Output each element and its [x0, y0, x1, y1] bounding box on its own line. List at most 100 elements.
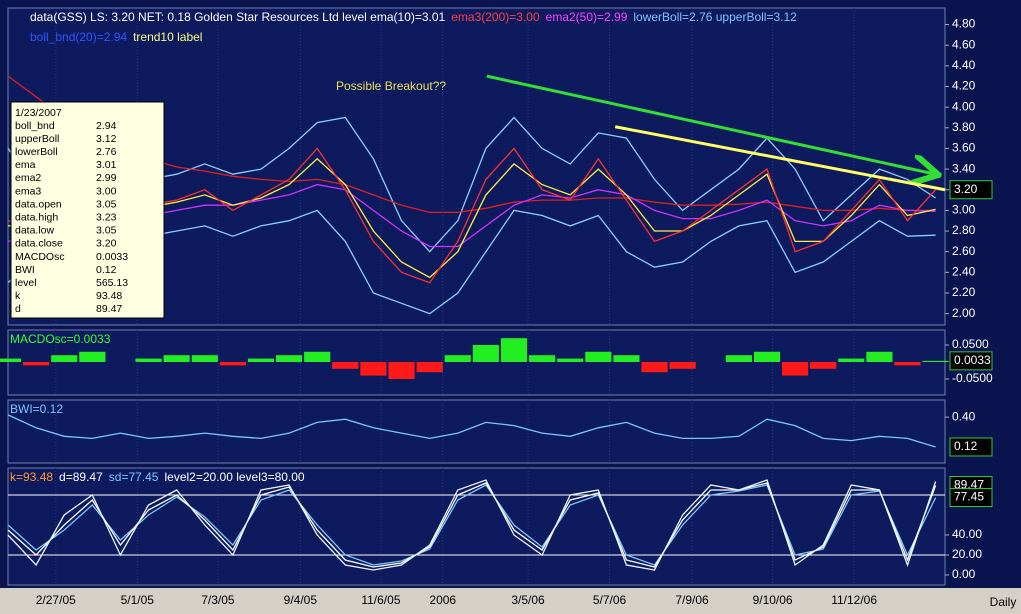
series-line: [7, 414, 936, 448]
x-tick-label: 7/9/06: [675, 593, 709, 607]
panel-header: MACDOsc=0.0033: [10, 332, 111, 346]
y-tick-label: 4.60: [952, 37, 976, 51]
x-tick-label: 11/6/05: [361, 593, 400, 607]
tooltip-value: 2.94: [96, 120, 117, 132]
tooltip-value: 3.05: [96, 198, 117, 210]
current-value-box: [949, 488, 993, 508]
panel-frame: [7, 399, 946, 464]
tooltip-value: 3.01: [96, 159, 117, 171]
tooltip-key: lowerBoll: [15, 146, 58, 158]
macd-bar: [528, 355, 556, 362]
tooltip-key: ema: [15, 159, 36, 171]
tooltip-key: level: [15, 277, 37, 289]
macd-bar: [219, 361, 246, 366]
y-tick-label: 40.00: [952, 527, 982, 541]
macd-bar: [781, 361, 809, 376]
panel-header: data(GSS) LS: 3.20 NET: 0.18 Golden Star…: [30, 10, 797, 24]
y-tick-label: -0.0500: [952, 371, 993, 385]
current-value-box: [949, 180, 993, 200]
macd-bar: [444, 355, 471, 362]
macd-bar: [641, 361, 668, 373]
macd-bar: [753, 351, 781, 362]
header-part: sd=77.45: [109, 470, 159, 484]
macd-bar: [613, 355, 640, 362]
current-value-label: 77.45: [954, 490, 984, 504]
y-tick-label: 0.40: [952, 409, 976, 423]
tooltip-key: ema3: [15, 185, 41, 197]
y-tick-label: 2.80: [952, 223, 976, 237]
tooltip-value: 89.47: [96, 303, 122, 315]
tooltip-value: 0.12: [96, 264, 117, 276]
y-tick-label: 4.20: [952, 79, 976, 93]
macd-bar: [51, 355, 78, 362]
header-part: data(GSS) LS: 3.20 NET: 0.18 Golden Star…: [30, 10, 446, 24]
macd-bar: [163, 355, 190, 362]
macd-bar: [472, 344, 499, 362]
tooltip-box: [10, 101, 165, 319]
x-tick-label: 11/12/06: [831, 593, 877, 607]
tooltip-value: 3.20: [96, 238, 117, 250]
x-tick-label: 2/27/05: [36, 593, 76, 607]
tooltip-value: 93.48: [96, 290, 122, 302]
tooltip-key: k: [15, 290, 21, 302]
macd-bar: [557, 358, 584, 362]
trend-line: [614, 125, 946, 192]
y-tick-label: 3.80: [952, 120, 976, 134]
header-part: MACDOsc=0.0033: [10, 332, 111, 346]
x-tick-label: 9/10/06: [753, 593, 793, 607]
tooltip-value: 2.76: [96, 146, 117, 158]
header-part: trend10 label: [133, 30, 202, 44]
annotation: Possible Breakout??: [336, 79, 446, 93]
x-tick-label: 9/4/05: [284, 593, 318, 607]
macd-bar: [388, 361, 415, 380]
macd-bar: [922, 360, 949, 362]
tooltip-value: 3.23: [96, 211, 117, 223]
current-value-label: 0.0033: [954, 353, 991, 367]
series-line: [7, 479, 937, 571]
tooltip-key: BWI: [15, 264, 35, 276]
y-tick-label: 4.00: [952, 99, 976, 113]
panel-header: BWI=0.12: [10, 402, 63, 416]
x-tick-label: 3/5/06: [511, 593, 545, 607]
y-tick-label: 0.00: [952, 567, 976, 581]
tooltip-key: data.low: [15, 225, 55, 237]
macd-bar: [894, 361, 921, 366]
y-tick-label: 3.00: [952, 203, 976, 217]
header-part: lowerBoll=2.76 upperBoll=3.12: [633, 10, 797, 24]
header-part: boll_bnd(20)=2.94: [30, 30, 127, 44]
macd-bar: [23, 361, 50, 366]
macd-bar: [500, 338, 528, 362]
tooltip-key: data.high: [15, 211, 58, 223]
header-part: d=89.47: [59, 470, 103, 484]
macd-bar: [866, 351, 893, 362]
tooltip-key: ema2: [15, 172, 41, 184]
y-tick-label: 2.00: [952, 306, 976, 320]
tooltip-value: 3.00: [96, 185, 117, 197]
current-value-label: 3.20: [954, 182, 978, 196]
x-tick-label: 5/1/05: [121, 593, 155, 607]
current-value-label: 0.12: [954, 439, 978, 453]
panel-frame: [7, 467, 946, 586]
macd-bar: [304, 351, 331, 362]
tooltip-title: 1/23/2007: [15, 107, 62, 119]
macd-bar: [276, 355, 303, 362]
current-value-box: [949, 351, 993, 371]
macd-bar: [585, 351, 612, 362]
tooltip-value: 2.99: [96, 172, 117, 184]
x-tick-label: 5/7/06: [593, 593, 627, 607]
panel-header: k=93.48 d=89.47 sd=77.45 level2=20.00 level…: [10, 470, 305, 484]
x-axis-label: Daily: [990, 595, 1017, 609]
trend-line: [486, 74, 936, 174]
macd-bar: [725, 355, 752, 362]
y-tick-label: 2.60: [952, 244, 976, 258]
header-part: ema3(200)=3.00: [451, 10, 540, 24]
macd-bar: [416, 361, 443, 373]
y-tick-label: 3.60: [952, 141, 976, 155]
tooltip-value: 565.13: [96, 277, 128, 289]
y-tick-label: 2.20: [952, 285, 976, 299]
macd-bar: [79, 351, 106, 362]
macd-bar: [810, 361, 837, 369]
